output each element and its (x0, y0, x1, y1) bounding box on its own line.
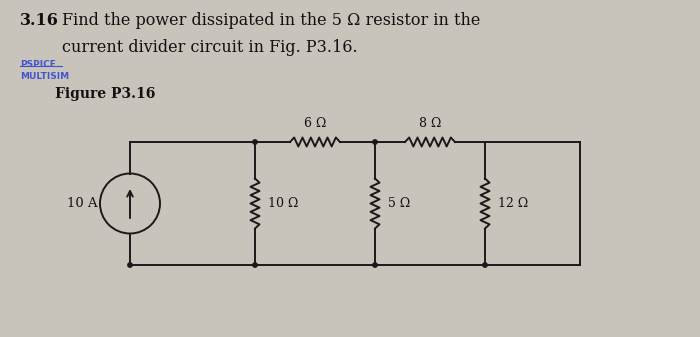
Text: 10 A: 10 A (66, 197, 97, 210)
Circle shape (483, 263, 487, 267)
Text: current divider circuit in Fig. P3.16.: current divider circuit in Fig. P3.16. (62, 39, 358, 56)
Circle shape (128, 263, 132, 267)
Text: 3.16: 3.16 (20, 12, 59, 29)
Text: 8 Ω: 8 Ω (419, 117, 441, 130)
Text: Figure P3.16: Figure P3.16 (55, 87, 155, 101)
Text: MULTISIM: MULTISIM (20, 72, 69, 81)
Circle shape (253, 140, 257, 144)
Circle shape (253, 263, 257, 267)
Text: Find the power dissipated in the 5 Ω resistor in the: Find the power dissipated in the 5 Ω res… (62, 12, 480, 29)
Circle shape (373, 140, 377, 144)
Text: 10 Ω: 10 Ω (268, 197, 298, 210)
Text: 5 Ω: 5 Ω (388, 197, 410, 210)
Circle shape (373, 263, 377, 267)
Text: PSPICE: PSPICE (20, 60, 56, 69)
Text: 6 Ω: 6 Ω (304, 117, 326, 130)
Text: 12 Ω: 12 Ω (498, 197, 528, 210)
